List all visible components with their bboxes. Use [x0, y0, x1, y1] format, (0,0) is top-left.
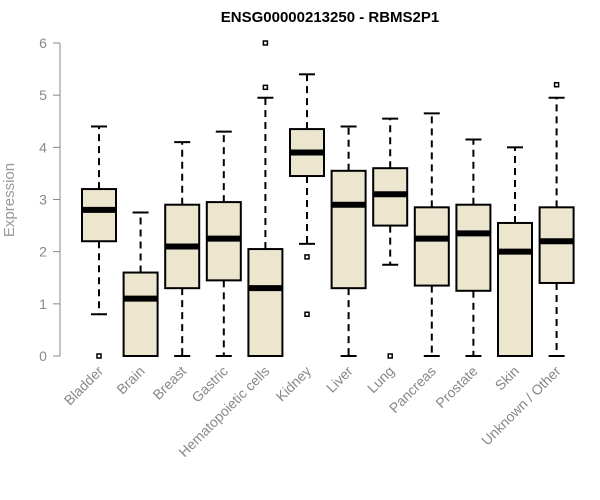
y-tick-label: 5	[39, 87, 47, 103]
y-axis-ticks: 0 1 2 3 4 5 6	[39, 35, 60, 364]
x-tick-label: Prostate	[432, 363, 480, 411]
outlier-point	[96, 353, 102, 359]
box-7	[372, 117, 409, 359]
box-iqr	[330, 169, 367, 290]
box-4	[247, 40, 284, 357]
y-tick-label: 4	[39, 139, 47, 155]
outlier-point	[304, 254, 310, 260]
outlier-point	[262, 40, 269, 46]
x-tick-label: Brain	[113, 363, 147, 397]
boxes-group	[81, 40, 575, 359]
box-iqr	[538, 206, 575, 284]
chart-title: ENSG00000213250 - RBMS2P1	[221, 9, 439, 26]
x-tick-label: Breast	[149, 363, 189, 403]
box-iqr	[247, 248, 284, 357]
box-5	[289, 73, 325, 318]
box-iqr	[122, 271, 159, 357]
x-tick-label: Bladder	[61, 363, 107, 409]
box-9	[455, 138, 492, 357]
box-iqr	[81, 188, 117, 243]
box-10	[497, 146, 533, 357]
y-tick-label: 1	[39, 296, 47, 312]
outlier-point	[262, 84, 269, 91]
y-tick-label: 3	[39, 192, 47, 208]
box-3	[205, 130, 242, 357]
box-0	[81, 125, 117, 359]
y-tick-label: 2	[39, 244, 47, 260]
y-tick-label: 0	[39, 348, 47, 364]
outlier-point	[387, 353, 393, 359]
box-11	[538, 81, 575, 357]
y-axis-label: Expression	[1, 163, 18, 237]
outlier-point	[304, 311, 310, 318]
x-tick-label: Lung	[364, 363, 397, 396]
x-tick-label: Liver	[323, 363, 356, 396]
outlier-point	[553, 81, 560, 88]
y-tick-label: 6	[39, 35, 47, 51]
box-1	[122, 211, 159, 357]
x-tick-label: Unknown / Other	[478, 363, 564, 449]
box-iqr	[497, 221, 533, 357]
x-tick-label: Skin	[492, 363, 523, 394]
x-tick-label: Kidney	[273, 363, 315, 405]
box-6	[330, 125, 367, 357]
box-2	[164, 141, 201, 357]
box-iqr	[455, 203, 492, 292]
box-8	[413, 112, 450, 357]
box-iqr	[413, 206, 450, 287]
